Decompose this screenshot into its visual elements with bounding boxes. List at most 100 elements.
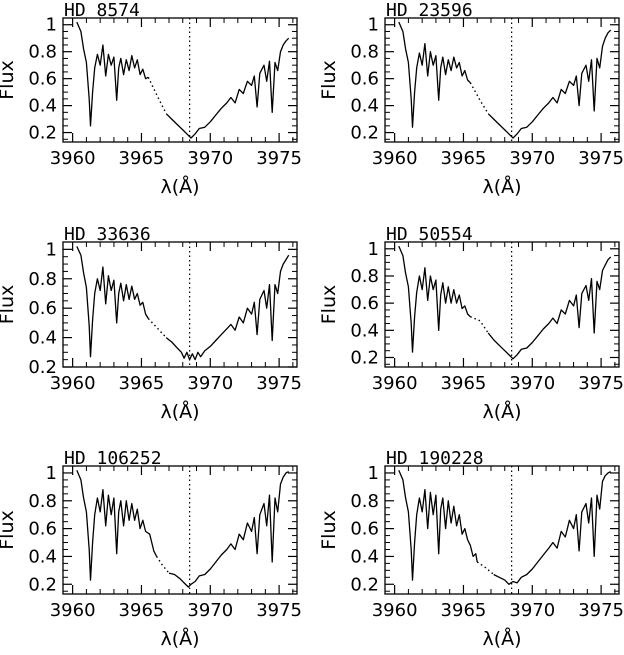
x-axis-label: λ(Å) [160,400,199,423]
y-tick-label: 0.2 [350,123,379,144]
x-tick-label: 3965 [119,148,165,169]
y-tick-label: 0.4 [28,328,57,349]
y-tick-label: 0.6 [350,293,379,314]
x-tick-label: 3975 [578,600,624,621]
x-tick-label: 3975 [578,148,624,169]
plot-frame [384,241,620,368]
spectrum-panel: 3960 3965 3970 3975 0.2 0.4 0.6 0.8 1 HD 8574 λ(Å)… [0,0,302,198]
y-axis-label: Flux [0,285,18,325]
y-tick-label: 0.6 [350,69,379,90]
x-axis-label: λ(Å) [482,627,521,650]
panel-title: HD 33636 [64,224,151,245]
spectrum-line [76,246,149,358]
x-tick-label: 3975 [256,148,302,169]
plot-frame [62,465,298,595]
spectrum-panel: 3960 3965 3970 3975 0.2 0.4 0.6 0.8 1 HD 190228 λ(… [318,448,624,650]
y-tick-label: 0.4 [28,546,57,567]
x-tick-label: 3960 [50,148,96,169]
y-tick-label: 0.8 [350,266,379,287]
spectrum-line [398,469,478,581]
x-tick-label: 3970 [509,148,555,169]
x-tick-label: 3970 [509,373,555,394]
spectrum-line [168,471,289,588]
y-axis-label: Flux [318,285,340,325]
y-tick-label: 0.8 [28,491,57,512]
y-axis-label: Flux [318,510,340,550]
x-tick-label: 3960 [372,373,418,394]
y-axis-label: Flux [0,510,18,550]
y-tick-label: 0.4 [350,320,379,341]
y-tick-label: 0.6 [28,69,57,90]
spectrum-line [76,21,149,127]
y-tick-label: 1 [368,239,379,260]
spectrum-line [487,29,612,139]
spectrum-line [493,471,611,585]
y-tick-label: 0.2 [350,574,379,595]
y-tick-label: 0.2 [350,347,379,368]
x-tick-label: 3975 [578,373,624,394]
spectrum-panel: 3960 3965 3970 3975 0.2 0.4 0.6 0.8 1 HD 33636 λ(Å… [0,224,302,423]
plot-frame [62,17,298,143]
spectrum-interpolated-segment [476,561,495,576]
panel-title: HD 50554 [386,224,473,245]
x-tick-label: 3960 [372,148,418,169]
y-tick-label: 0.4 [350,546,379,567]
y-tick-label: 1 [46,239,57,260]
plot-frame [384,465,620,595]
y-tick-label: 0.6 [28,298,57,319]
panel-title: HD 8574 [64,0,140,21]
x-axis-label: λ(Å) [482,175,521,198]
spectrum-panel: 3960 3965 3970 3975 0.2 0.4 0.6 0.8 1 HD 106252 λ(… [0,448,302,650]
spectrum-line [398,21,471,128]
y-tick-label: 0.8 [28,269,57,290]
x-tick-label: 3970 [509,600,555,621]
x-tick-label: 3965 [441,600,487,621]
y-tick-label: 0.6 [350,519,379,540]
spectrum-line [487,256,612,360]
spectrum-line [398,245,471,353]
y-tick-label: 0.2 [28,123,57,144]
plot-frame [62,241,298,368]
x-tick-label: 3960 [50,373,96,394]
x-axis-label: λ(Å) [160,627,199,650]
x-tick-label: 3970 [187,373,233,394]
y-tick-label: 1 [368,15,379,36]
spectrum-panel: 3960 3965 3970 3975 0.2 0.4 0.6 0.8 1 HD 23596 λ(Å… [318,0,624,198]
x-tick-label: 3970 [187,148,233,169]
y-tick-label: 1 [368,463,379,484]
y-tick-label: 0.2 [28,574,57,595]
panel-title: HD 106252 [64,448,162,469]
spectrum-interpolated-segment [469,82,489,115]
y-axis-label: Flux [318,60,340,100]
y-tick-label: 0.2 [28,357,57,378]
x-axis-label: λ(Å) [482,400,521,423]
x-tick-label: 3965 [119,600,165,621]
x-axis-label: λ(Å) [160,175,199,198]
y-axis-label: Flux [0,60,18,100]
x-tick-label: 3960 [50,600,96,621]
plot-frame [384,17,620,143]
spectrum-line [165,37,290,139]
y-tick-label: 1 [46,463,57,484]
y-tick-label: 0.4 [28,96,57,117]
x-tick-label: 3960 [372,600,418,621]
y-tick-label: 0.8 [350,42,379,63]
x-tick-label: 3975 [256,600,302,621]
y-tick-label: 0.8 [350,491,379,512]
spectrum-line [76,469,158,581]
spectrum-interpolated-segment [156,556,170,574]
spectrum-interpolated-segment [147,318,167,339]
panel-title: HD 23596 [386,0,473,21]
x-tick-label: 3965 [441,148,487,169]
y-tick-label: 0.4 [350,96,379,117]
x-tick-label: 3970 [187,600,233,621]
x-tick-label: 3965 [119,373,165,394]
x-tick-label: 3965 [441,373,487,394]
spectrum-line [165,254,290,361]
spectrum-interpolated-segment [470,316,489,334]
y-tick-label: 0.8 [28,42,57,63]
x-tick-label: 3975 [256,373,302,394]
y-tick-label: 0.6 [28,519,57,540]
panel-title: HD 190228 [386,448,484,469]
